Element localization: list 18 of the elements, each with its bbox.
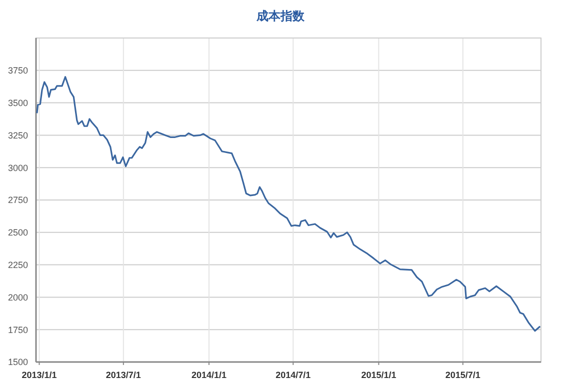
y-tick-label: 1750 [8,324,28,335]
y-tick-label: 2250 [8,260,28,270]
y-tick-label: 2000 [8,292,28,302]
y-tick-label: 3250 [8,130,28,140]
x-tick-label: 2014/1/1 [191,370,227,380]
x-tick-label: 2014/7/1 [276,370,311,380]
y-tick-label: 2500 [8,228,28,238]
chart-title: 成本指数 [256,9,306,23]
y-tick-label: 3750 [8,66,28,76]
y-tick-label: 3500 [8,98,28,108]
y-tick-label: 3000 [8,162,28,173]
x-tick-label: 2013/1/1 [22,370,57,380]
line-series [36,76,541,332]
y-tick-label: 1500 [8,357,28,368]
x-tick-label: 2015/7/1 [445,370,480,380]
y-tick-label: 2750 [8,195,28,206]
x-tick-label: 2015/1/1 [361,370,396,380]
x-tick-label: 2013/7/1 [106,370,141,380]
